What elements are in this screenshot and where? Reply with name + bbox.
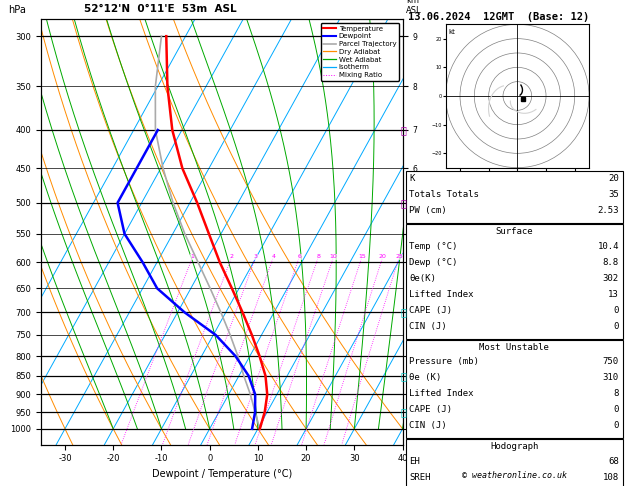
Text: Hodograph: Hodograph (490, 442, 538, 451)
Text: 3: 3 (253, 254, 258, 259)
Text: 2: 2 (230, 254, 233, 259)
Text: 108: 108 (603, 473, 619, 482)
Text: hPa: hPa (8, 5, 26, 15)
Text: © weatheronline.co.uk: © weatheronline.co.uk (462, 471, 567, 480)
Text: 10.4: 10.4 (598, 242, 619, 251)
Text: 6: 6 (298, 254, 301, 259)
Text: 302: 302 (603, 274, 619, 283)
Text: Pressure (mb): Pressure (mb) (409, 357, 479, 366)
Text: PW (cm): PW (cm) (409, 206, 447, 215)
Text: ⫷: ⫷ (400, 407, 406, 417)
Text: 8.8: 8.8 (603, 258, 619, 267)
Text: 8: 8 (316, 254, 320, 259)
Text: km
ASL: km ASL (406, 0, 422, 15)
Y-axis label: Mixing Ratio (g/kg): Mixing Ratio (g/kg) (427, 192, 436, 272)
Text: CIN (J): CIN (J) (409, 322, 447, 331)
Text: θe(K): θe(K) (409, 274, 437, 283)
Text: SREH: SREH (409, 473, 431, 482)
Text: 20: 20 (608, 174, 619, 183)
Text: ⫷: ⫷ (400, 198, 406, 208)
Text: 10: 10 (330, 254, 338, 259)
Text: Totals Totals: Totals Totals (409, 190, 479, 199)
Text: 20: 20 (379, 254, 387, 259)
Text: θe (K): θe (K) (409, 373, 442, 382)
Text: Most Unstable: Most Unstable (479, 343, 549, 352)
Text: 15: 15 (358, 254, 366, 259)
Text: 750: 750 (603, 357, 619, 366)
Text: ⫷: ⫷ (400, 308, 406, 317)
Text: CAPE (J): CAPE (J) (409, 405, 452, 415)
Text: 68: 68 (608, 457, 619, 466)
Text: 35: 35 (608, 190, 619, 199)
Legend: Temperature, Dewpoint, Parcel Trajectory, Dry Adiabat, Wet Adiabat, Isotherm, Mi: Temperature, Dewpoint, Parcel Trajectory… (321, 23, 399, 81)
Text: 0: 0 (613, 322, 619, 331)
Text: LCL: LCL (410, 417, 423, 427)
Text: EH: EH (409, 457, 420, 466)
Text: CAPE (J): CAPE (J) (409, 306, 452, 315)
Text: Lifted Index: Lifted Index (409, 290, 474, 299)
Text: 310: 310 (603, 373, 619, 382)
Text: 4: 4 (272, 254, 276, 259)
Text: 13.06.2024  12GMT  (Base: 12): 13.06.2024 12GMT (Base: 12) (408, 12, 589, 22)
Text: K: K (409, 174, 415, 183)
X-axis label: Dewpoint / Temperature (°C): Dewpoint / Temperature (°C) (152, 469, 292, 479)
Text: Lifted Index: Lifted Index (409, 389, 474, 399)
Text: 8: 8 (613, 389, 619, 399)
Text: Temp (°C): Temp (°C) (409, 242, 458, 251)
Text: 52°12'N  0°11'E  53m  ASL: 52°12'N 0°11'E 53m ASL (84, 4, 237, 14)
Text: 1: 1 (191, 254, 194, 259)
Text: ⫷: ⫷ (400, 371, 406, 381)
Text: CIN (J): CIN (J) (409, 421, 447, 431)
Text: 25: 25 (396, 254, 403, 259)
Text: 13: 13 (608, 290, 619, 299)
Text: kt: kt (448, 29, 455, 35)
Text: 0: 0 (613, 421, 619, 431)
Text: Surface: Surface (496, 227, 533, 236)
Text: 0: 0 (613, 306, 619, 315)
Text: 2.53: 2.53 (598, 206, 619, 215)
Text: Dewp (°C): Dewp (°C) (409, 258, 458, 267)
Text: 0: 0 (613, 405, 619, 415)
Text: ⫷: ⫷ (400, 125, 406, 135)
